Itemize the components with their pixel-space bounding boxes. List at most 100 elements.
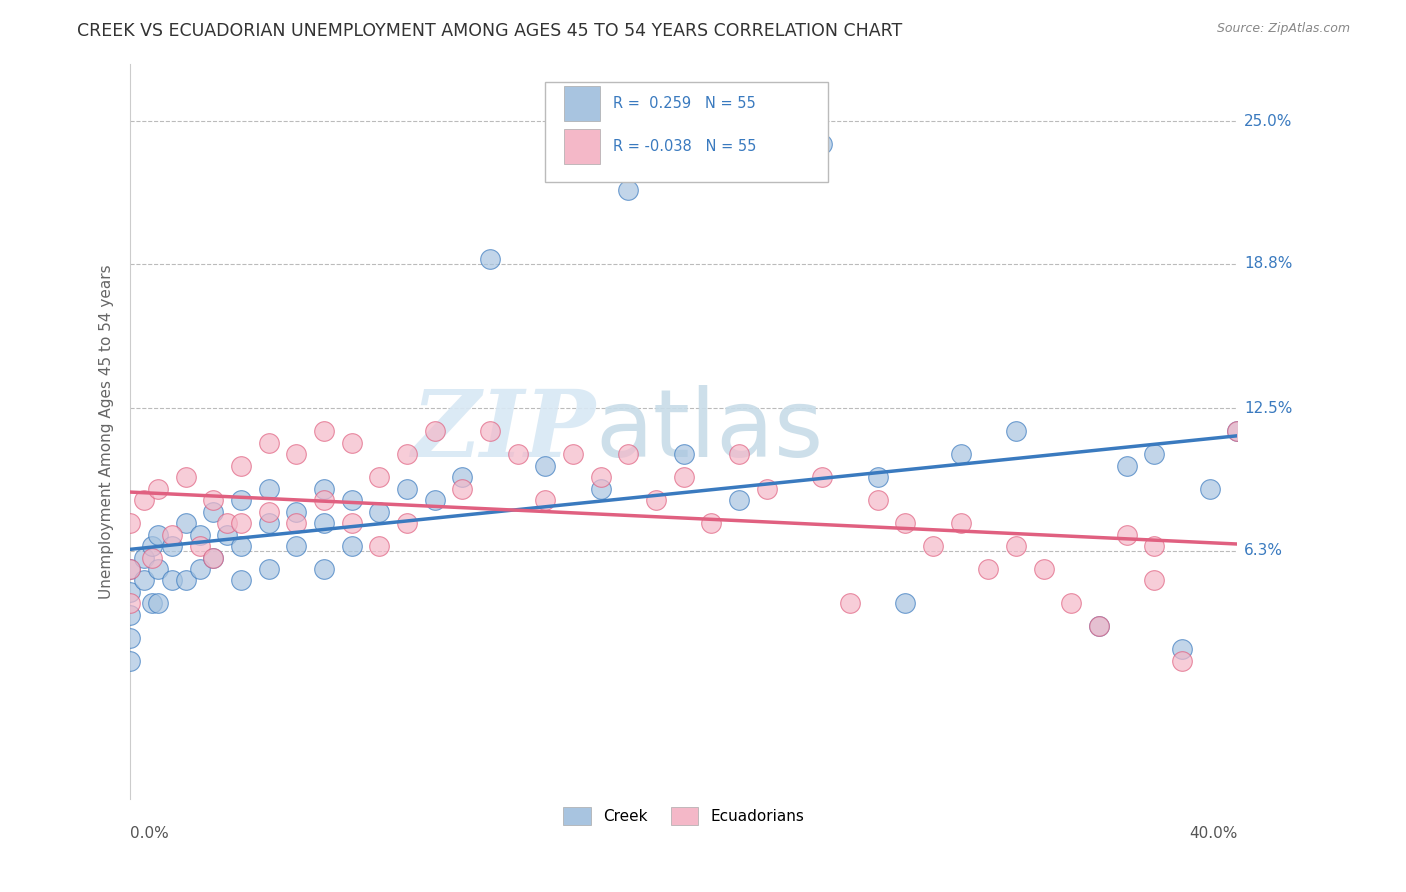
- Point: [340, 539, 363, 553]
- Point: [589, 470, 612, 484]
- Point: [728, 493, 751, 508]
- Point: [160, 574, 183, 588]
- Point: [312, 482, 335, 496]
- Point: [589, 482, 612, 496]
- Point: [217, 527, 239, 541]
- Text: 0.0%: 0.0%: [131, 826, 169, 841]
- Point: [146, 527, 169, 541]
- Point: [120, 597, 142, 611]
- FancyBboxPatch shape: [564, 86, 600, 121]
- Point: [188, 539, 211, 553]
- FancyBboxPatch shape: [564, 128, 600, 164]
- Point: [120, 562, 142, 576]
- Text: 18.8%: 18.8%: [1244, 256, 1292, 271]
- Text: R =  0.259   N = 55: R = 0.259 N = 55: [613, 95, 755, 111]
- Point: [134, 574, 156, 588]
- Point: [202, 550, 225, 565]
- Point: [141, 550, 163, 565]
- Point: [174, 470, 197, 484]
- Point: [1226, 425, 1249, 439]
- Point: [120, 607, 142, 622]
- Point: [120, 562, 142, 576]
- Text: 6.3%: 6.3%: [1244, 543, 1284, 558]
- Point: [285, 505, 308, 519]
- Point: [202, 505, 225, 519]
- Point: [257, 505, 280, 519]
- Text: ZIP: ZIP: [411, 386, 595, 476]
- Point: [188, 562, 211, 576]
- Point: [229, 458, 252, 473]
- Point: [120, 585, 142, 599]
- Point: [479, 252, 502, 267]
- Point: [141, 597, 163, 611]
- Point: [134, 493, 156, 508]
- Point: [423, 493, 446, 508]
- Point: [285, 539, 308, 553]
- FancyBboxPatch shape: [546, 82, 828, 182]
- Point: [811, 137, 834, 152]
- Point: [811, 470, 834, 484]
- Point: [134, 550, 156, 565]
- Point: [120, 516, 142, 530]
- Point: [866, 493, 889, 508]
- Point: [866, 470, 889, 484]
- Point: [340, 516, 363, 530]
- Point: [120, 631, 142, 645]
- Point: [312, 516, 335, 530]
- Point: [340, 435, 363, 450]
- Point: [423, 425, 446, 439]
- Point: [451, 470, 474, 484]
- Point: [1088, 619, 1111, 633]
- Legend: Creek, Ecuadorians: Creek, Ecuadorians: [557, 800, 810, 831]
- Point: [534, 458, 557, 473]
- Point: [257, 435, 280, 450]
- Point: [1143, 447, 1166, 461]
- Point: [202, 550, 225, 565]
- Point: [894, 516, 917, 530]
- Point: [672, 447, 695, 461]
- Point: [160, 527, 183, 541]
- Point: [949, 516, 972, 530]
- Point: [700, 516, 723, 530]
- Point: [1005, 425, 1028, 439]
- Point: [949, 447, 972, 461]
- Point: [1171, 642, 1194, 657]
- Point: [312, 425, 335, 439]
- Point: [1032, 562, 1054, 576]
- Point: [312, 562, 335, 576]
- Text: R = -0.038   N = 55: R = -0.038 N = 55: [613, 139, 756, 154]
- Point: [1226, 425, 1249, 439]
- Point: [479, 425, 502, 439]
- Point: [229, 539, 252, 553]
- Point: [1143, 539, 1166, 553]
- Point: [562, 447, 585, 461]
- Point: [285, 447, 308, 461]
- Point: [160, 539, 183, 553]
- Point: [229, 516, 252, 530]
- Point: [257, 482, 280, 496]
- Point: [146, 562, 169, 576]
- Text: 25.0%: 25.0%: [1244, 114, 1292, 129]
- Point: [229, 493, 252, 508]
- Point: [340, 493, 363, 508]
- Point: [672, 470, 695, 484]
- Point: [188, 527, 211, 541]
- Point: [396, 482, 419, 496]
- Point: [617, 447, 640, 461]
- Point: [174, 574, 197, 588]
- Point: [1198, 482, 1220, 496]
- Point: [257, 516, 280, 530]
- Point: [921, 539, 943, 553]
- Point: [146, 597, 169, 611]
- Point: [312, 493, 335, 508]
- Point: [257, 562, 280, 576]
- Point: [506, 447, 529, 461]
- Text: Source: ZipAtlas.com: Source: ZipAtlas.com: [1216, 22, 1350, 36]
- Point: [146, 482, 169, 496]
- Point: [755, 482, 778, 496]
- Point: [229, 574, 252, 588]
- Point: [1115, 458, 1137, 473]
- Text: 40.0%: 40.0%: [1189, 826, 1237, 841]
- Point: [451, 482, 474, 496]
- Point: [1115, 527, 1137, 541]
